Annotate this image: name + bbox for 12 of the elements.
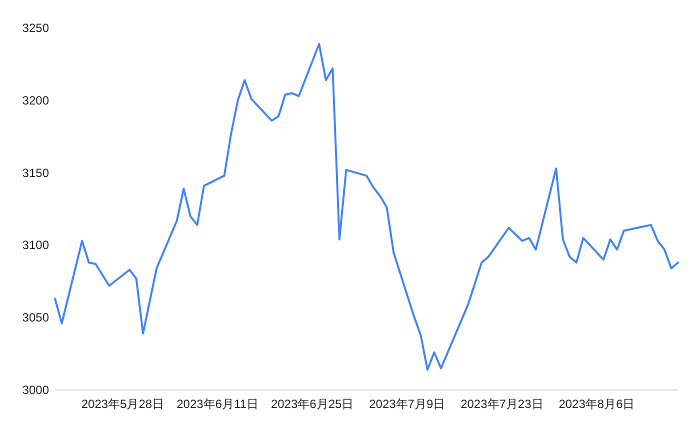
x-tick-label: 2023年7月9日 — [369, 397, 446, 411]
y-tick-label: 3050 — [22, 310, 49, 325]
x-tick-label: 2023年6月25日 — [270, 397, 354, 411]
x-tick-label: 2023年8月6日 — [558, 397, 635, 411]
y-tick-label: 3200 — [22, 93, 49, 108]
x-tick-label: 2023年7月23日 — [460, 397, 544, 411]
x-tick-label: 2023年6月11日 — [176, 397, 258, 411]
y-tick-label: 3150 — [22, 166, 49, 180]
y-tick-label: 3100 — [22, 238, 49, 252]
y-tick-label: 3250 — [22, 21, 49, 35]
y-tick-label: 3000 — [22, 383, 49, 397]
x-tick-label: 2023年5月28日 — [81, 397, 164, 411]
